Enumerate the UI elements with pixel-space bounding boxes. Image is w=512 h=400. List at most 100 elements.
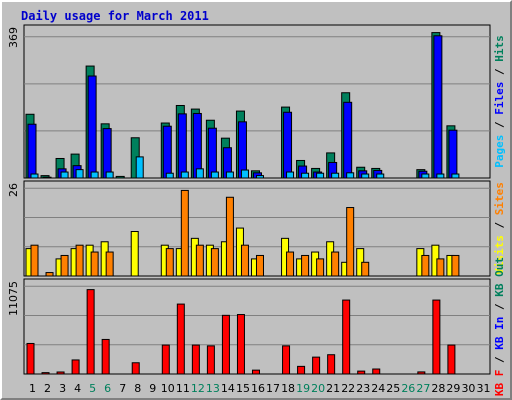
bar-kb-f <box>56 371 65 375</box>
bar-pages <box>361 173 370 179</box>
bar-pages <box>135 156 144 179</box>
y-max-label: 369 <box>7 27 20 48</box>
bar-files <box>448 129 458 179</box>
legend-entry: Files <box>493 82 506 115</box>
x-tick-label: 29 <box>446 382 460 395</box>
x-tick-label: 15 <box>236 382 250 395</box>
bar-kb-f <box>372 368 381 375</box>
bar-kb-f <box>26 342 35 375</box>
x-tick-label: 24 <box>371 382 385 395</box>
bar-sites <box>240 244 249 277</box>
bottom-bars <box>26 289 456 375</box>
bar-kb-f <box>131 362 140 375</box>
x-tick-label: 11 <box>176 382 190 395</box>
x-tick-label: 18 <box>281 382 295 395</box>
bar-pages <box>346 172 355 179</box>
bar-pages <box>210 171 219 179</box>
bar-files <box>192 112 202 179</box>
chart-title: Daily usage for March 2011 <box>21 9 209 23</box>
x-tick-label: 13 <box>206 382 220 395</box>
bar-sites <box>45 272 54 277</box>
legend-entry: / <box>493 62 506 82</box>
bar-sites <box>316 258 325 277</box>
bar-kb-f <box>447 344 456 375</box>
bar-files <box>343 101 353 179</box>
bar-sites <box>105 251 114 277</box>
bar-files <box>283 111 293 179</box>
bar-pages <box>331 172 340 179</box>
bar-pages <box>421 173 430 179</box>
bar-visits <box>130 231 139 277</box>
bar-pages <box>255 175 264 179</box>
bar-sites <box>90 251 99 277</box>
x-tick-label: 17 <box>266 382 280 395</box>
x-tick-label: 19 <box>296 382 310 395</box>
bar-files <box>433 35 443 179</box>
x-tick-label: 10 <box>161 382 175 395</box>
bar-sites <box>30 244 39 277</box>
bar-kb-f <box>236 314 245 375</box>
bar-pages <box>301 172 310 179</box>
y-max-label: 11075 <box>7 281 20 316</box>
bar-kb-f <box>71 359 80 375</box>
bar-files <box>177 113 187 179</box>
x-tick-label: 7 <box>119 382 126 395</box>
bar-pages <box>105 171 114 179</box>
legend-entry: / <box>493 297 506 317</box>
x-tick-label: 9 <box>149 382 156 395</box>
bar-pages <box>60 171 69 179</box>
bar-kb-f <box>282 345 291 375</box>
bar-sites <box>286 251 295 277</box>
series-legend: Pages / Files / Hits <box>493 35 506 168</box>
bar-kb-f <box>432 299 441 375</box>
bar-files <box>27 123 37 179</box>
legend-entry: Hits <box>493 35 506 62</box>
bar-pages <box>451 173 460 179</box>
bar-kb-f <box>297 365 306 375</box>
bar-sites <box>195 244 204 277</box>
bar-pages <box>436 173 445 179</box>
x-tick-label: 25 <box>386 382 400 395</box>
x-tick-label: 23 <box>356 382 370 395</box>
bar-sites <box>75 244 84 277</box>
bar-hits <box>115 175 125 179</box>
bar-pages <box>376 173 385 179</box>
bar-pages <box>240 169 249 179</box>
bar-sites <box>255 254 264 277</box>
bar-sites <box>421 254 430 277</box>
bar-pages <box>195 168 204 179</box>
bar-sites <box>210 248 219 277</box>
top-bars <box>25 32 460 179</box>
y-max-label: 26 <box>7 183 20 197</box>
bar-pages <box>180 171 189 179</box>
panel-top: 369 Pages / Files / Hits <box>7 24 506 179</box>
bar-sites <box>346 207 355 277</box>
legend-entry: KB F <box>493 370 506 397</box>
bar-pages <box>316 172 325 179</box>
x-tick-label: 28 <box>431 382 445 395</box>
bar-sites <box>60 254 69 277</box>
bar-kb-f <box>357 370 366 375</box>
bar-files <box>42 176 52 179</box>
x-tick-label: 4 <box>74 382 81 395</box>
bar-files <box>87 75 97 179</box>
bar-kb-f <box>86 289 95 375</box>
bar-kb-f <box>312 356 321 375</box>
x-tick-label: 6 <box>104 382 111 395</box>
x-tick-label: 30 <box>461 382 475 395</box>
bar-sites <box>451 254 460 277</box>
x-tick-label: 31 <box>476 382 490 395</box>
legend-entry: Pages <box>493 135 506 168</box>
legend-entry: Sites <box>493 182 506 215</box>
x-tick-label: 22 <box>341 382 355 395</box>
bar-sites <box>436 258 445 277</box>
x-tick-label: 16 <box>251 382 265 395</box>
bar-pages <box>75 169 84 179</box>
bar-kb-f <box>176 303 185 375</box>
x-tick-label: 20 <box>311 382 325 395</box>
x-tick-label: 2 <box>44 382 51 395</box>
bar-sites <box>331 251 340 277</box>
bar-pages <box>225 171 234 179</box>
legend-entry: / <box>493 115 506 135</box>
